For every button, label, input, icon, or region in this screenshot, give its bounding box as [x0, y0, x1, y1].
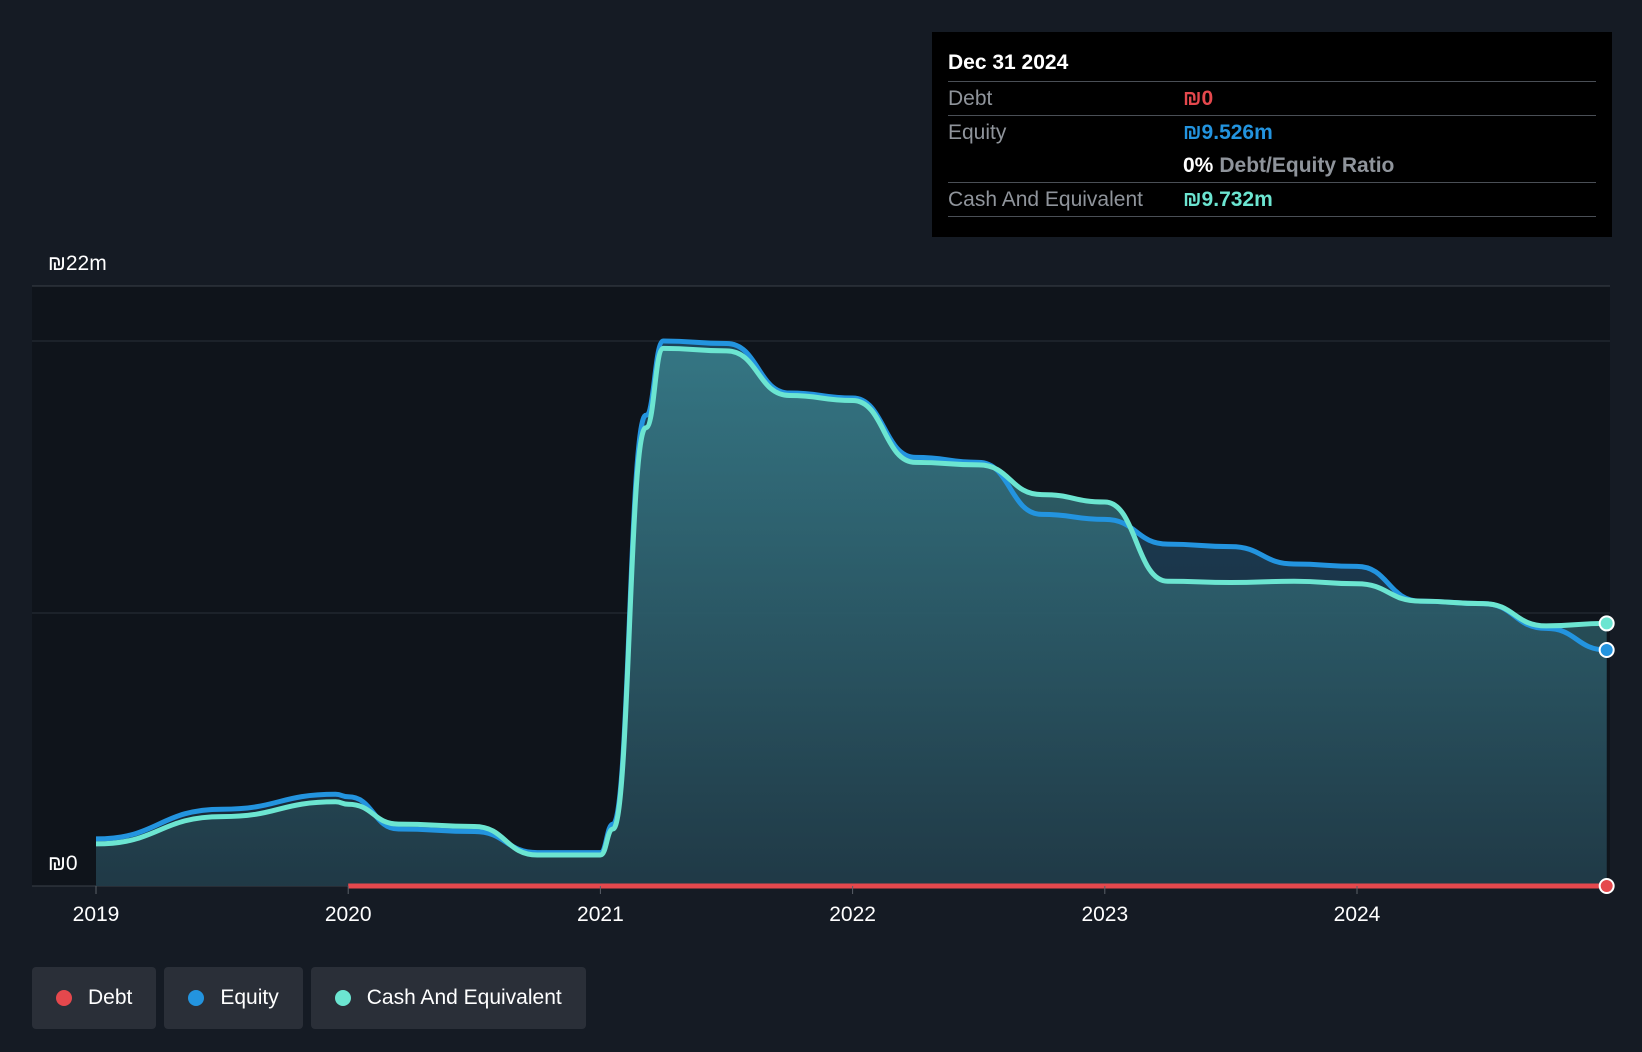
legend-item-equity[interactable]: Equity [164, 967, 303, 1029]
tooltip-debt-value: ₪0 [1183, 87, 1214, 110]
legend-item-cash[interactable]: Cash And Equivalent [310, 967, 586, 1029]
equity-end-marker [1598, 642, 1615, 659]
tooltip-ratio-value: 0% [1183, 154, 1214, 177]
x-tick-label-2019: 2019 [73, 903, 120, 926]
cash-dot-icon [334, 990, 351, 1006]
tooltip-cash-label: Cash And Equivalent [948, 188, 1143, 211]
legend-label-equity: Equity [220, 986, 279, 1009]
debt-end-marker [1598, 878, 1615, 894]
tooltip-ratio-row: 0% Debt/Equity Ratio [948, 149, 1596, 183]
tooltip-equity-label: Equity [948, 121, 1007, 144]
tooltip-equity-value: ₪9.526m [1183, 121, 1273, 144]
tooltip-ratio-spacer [948, 149, 1183, 182]
cash-area [96, 348, 1607, 886]
tooltip-equity-row: Equity ₪9.526m [948, 116, 1596, 149]
tooltip-ratio: 0% Debt/Equity Ratio [1183, 149, 1394, 182]
tooltip-debt-label: Debt [948, 87, 993, 110]
x-tick-label-2022: 2022 [829, 903, 876, 926]
tooltip-panel: Dec 31 2024 Debt ₪0 Equity ₪9.526m 0% Deb… [932, 32, 1612, 237]
tooltip-debt-row: Debt ₪0 [948, 82, 1596, 116]
x-tick-label-2024: 2024 [1334, 903, 1381, 926]
legend-item-debt[interactable]: Debt [32, 967, 157, 1029]
equity-dot-icon [188, 990, 205, 1006]
tooltip-cash-value: ₪9.732m [1183, 188, 1273, 211]
legend: Debt Equity Cash And Equivalent [32, 967, 586, 1029]
tooltip-cash-row: Cash And Equivalent ₪9.732m [948, 183, 1596, 217]
tooltip-ratio-label: Debt/Equity Ratio [1219, 154, 1395, 177]
x-tick-label-2023: 2023 [1081, 903, 1128, 926]
y-top-label: ₪22m [48, 252, 107, 275]
x-tick-label-2020: 2020 [325, 903, 372, 926]
legend-label-debt: Debt [88, 986, 133, 1009]
tooltip-date: Dec 31 2024 [948, 45, 1596, 82]
x-tick-label-2021: 2021 [577, 903, 624, 926]
cash-end-marker [1598, 615, 1615, 632]
y-bottom-label: ₪0 [48, 852, 78, 875]
cash-line [95, 345, 1607, 858]
legend-label-cash: Cash And Equivalent [366, 986, 562, 1009]
debt-dot-icon [56, 990, 72, 1006]
